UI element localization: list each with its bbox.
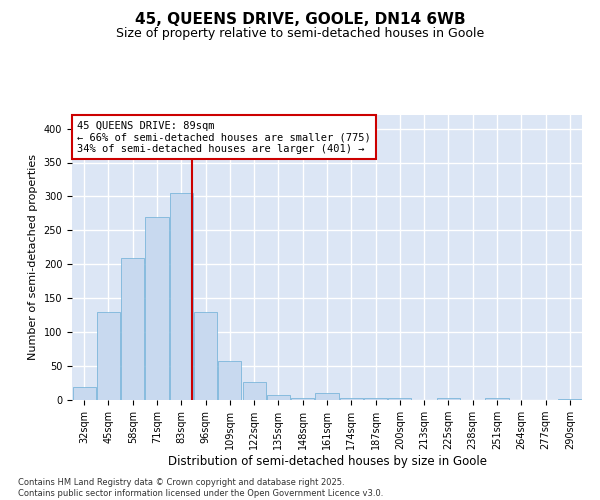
- Bar: [73, 387, 95, 400]
- Bar: [267, 394, 290, 400]
- Bar: [242, 382, 266, 400]
- Text: Size of property relative to semi-detached houses in Goole: Size of property relative to semi-detach…: [116, 28, 484, 40]
- Bar: [218, 362, 241, 400]
- Bar: [316, 392, 338, 400]
- Bar: [388, 398, 412, 400]
- Bar: [340, 398, 363, 400]
- Bar: [170, 193, 193, 400]
- Bar: [364, 398, 387, 400]
- Text: Contains HM Land Registry data © Crown copyright and database right 2025.
Contai: Contains HM Land Registry data © Crown c…: [18, 478, 383, 498]
- Y-axis label: Number of semi-detached properties: Number of semi-detached properties: [28, 154, 38, 360]
- Bar: [194, 312, 217, 400]
- Bar: [97, 312, 120, 400]
- Bar: [559, 398, 581, 400]
- Bar: [145, 217, 169, 400]
- Text: 45 QUEENS DRIVE: 89sqm
← 66% of semi-detached houses are smaller (775)
34% of se: 45 QUEENS DRIVE: 89sqm ← 66% of semi-det…: [77, 120, 371, 154]
- Bar: [291, 398, 314, 400]
- Bar: [485, 398, 509, 400]
- Text: 45, QUEENS DRIVE, GOOLE, DN14 6WB: 45, QUEENS DRIVE, GOOLE, DN14 6WB: [134, 12, 466, 28]
- Bar: [121, 258, 144, 400]
- X-axis label: Distribution of semi-detached houses by size in Goole: Distribution of semi-detached houses by …: [167, 455, 487, 468]
- Bar: [437, 398, 460, 400]
